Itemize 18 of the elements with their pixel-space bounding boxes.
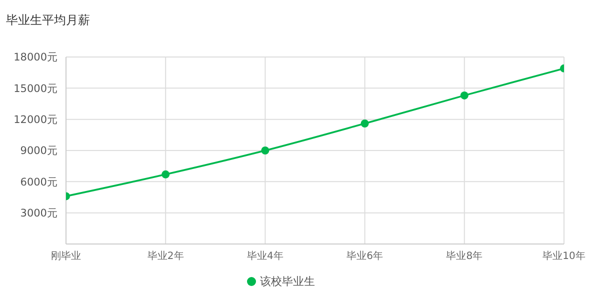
y-tick-label: 15000元 xyxy=(14,82,58,95)
y-tick-label: 9000元 xyxy=(20,145,58,158)
x-tick-label: 毕业4年 xyxy=(247,250,284,262)
x-tick-label: 毕业2年 xyxy=(147,250,184,262)
y-tick-label: 18000元 xyxy=(14,52,58,64)
y-tick-label: 12000元 xyxy=(14,114,58,126)
x-tick-label: 毕业10年 xyxy=(542,250,586,262)
point xyxy=(261,146,270,154)
point xyxy=(460,91,468,100)
point xyxy=(162,170,170,178)
x-tick-label: 毕业6年 xyxy=(346,250,383,262)
chart-title: 毕业生平均月薪 xyxy=(6,12,90,29)
y-tick-label: 3000元 xyxy=(20,208,58,220)
legend-label: 该校毕业生 xyxy=(260,275,315,288)
x-tick-label: 毕业8年 xyxy=(446,250,483,262)
x-tick-label: 刚毕业 xyxy=(51,250,81,262)
point xyxy=(360,119,369,128)
y-tick-label: 6000元 xyxy=(20,176,58,188)
